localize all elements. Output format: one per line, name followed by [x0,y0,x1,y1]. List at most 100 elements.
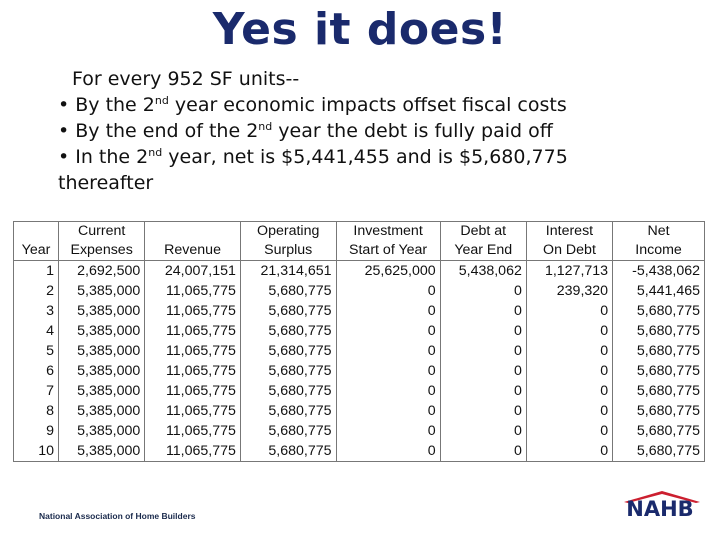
table-row: 10 5,385,000 11,065,775 5,680,775 0 0 0 5,680,7… [12,441,705,462]
table-cell: 24,007,151 [144,260,241,281]
table-cell: 21,314,651 [240,260,337,281]
table-cell: 25,625,000 [336,260,441,281]
table-cell: 5,680,775 [240,321,337,341]
table-cell: 5,680,775 [612,381,705,401]
column-header: Current [58,221,146,241]
table-cell: 0 [336,321,441,341]
table-header-row: Year Expenses Revenue Surplus Start of Y… [12,241,705,261]
table-cell: 5,680,775 [612,361,705,381]
table-cell: 5,385,000 [58,381,146,401]
table-body: 1 2,692,500 24,007,151 21,314,651 25,625,000… [12,260,705,462]
table-header-row: Current Operating Investment Debt at Int… [12,221,705,241]
roof-icon [624,491,700,503]
table-cell: 0 [440,281,527,301]
year-cell: 2 [12,281,60,301]
table-cell: 0 [440,381,527,401]
table-cell: 5,385,000 [58,421,146,441]
table-cell: 0 [440,401,527,421]
table-cell: 0 [526,381,614,401]
table-cell: 11,065,775 [144,361,241,381]
table-cell: 0 [336,441,441,462]
table-cell: 0 [526,421,614,441]
column-header: Start of Year [336,241,441,261]
table-cell: 5,680,775 [612,321,705,341]
table-cell: 0 [336,341,441,361]
bullet-text: • By the 2 [58,94,155,116]
ordinal-suffix: nd [154,94,169,107]
table-cell: 11,065,775 [144,421,241,441]
table-cell: 0 [526,441,614,462]
table-cell: 1,127,713 [526,260,614,281]
year-cell: 7 [12,381,60,401]
table-cell: 0 [440,301,527,321]
table-row: 6 5,385,000 11,065,775 5,680,775 0 0 0 5,680,77… [12,361,705,381]
table-cell: 5,385,000 [58,301,146,321]
table-cell: 0 [440,421,527,441]
table-cell: 0 [336,401,441,421]
table-cell: 0 [336,361,441,381]
table-cell: 5,385,000 [58,341,146,361]
table-cell: 0 [526,341,614,361]
table-cell: 0 [440,361,527,381]
slide-title: Yes it does! [212,4,508,55]
column-header: Year [12,241,60,261]
table-cell: 11,065,775 [144,281,241,301]
table-row: 9 5,385,000 11,065,775 5,680,775 0 0 0 5,680,77… [12,421,705,441]
year-cell: 4 [12,321,60,341]
table-cell: 0 [526,361,614,381]
table-cell: 11,065,775 [144,381,241,401]
column-header: Debt at [440,221,527,241]
year-cell: 6 [12,361,60,381]
year-cell: 10 [12,441,60,462]
column-header: Net [612,221,705,241]
year-cell: 1 [12,260,60,281]
ordinal-suffix: nd [258,120,273,133]
bullet-text: • By the end of the 2 [58,120,259,142]
table-cell: 11,065,775 [144,301,241,321]
column-header: Investment [336,221,441,241]
logo-text: NAHB [626,497,694,521]
intro-line: For every 952 SF units-- [72,68,300,90]
table-cell: 11,065,775 [144,321,241,341]
column-header: Operating [240,221,337,241]
table-cell: 5,680,775 [240,281,337,301]
column-header: Income [612,241,705,261]
table-cell: 11,065,775 [144,401,241,421]
table-cell: 5,385,000 [58,321,146,341]
table-cell: 5,680,775 [612,401,705,421]
table-cell: 0 [440,321,527,341]
table-cell: 0 [336,381,441,401]
table-cell: 5,385,000 [58,441,146,462]
bullet-text: • In the 2 [58,146,149,168]
table-cell: 0 [336,421,441,441]
table-cell: 0 [440,341,527,361]
table-cell: 5,680,775 [240,421,337,441]
table-cell: 0 [440,441,527,462]
column-header: Revenue [144,241,241,261]
year-cell: 8 [12,401,60,421]
table-cell: 0 [336,301,441,321]
footer-organization: National Association of Home Builders [39,511,196,521]
table-row: 3 5,385,000 11,065,775 5,680,775 0 0 0 5,680,77… [12,301,705,321]
column-header: Expenses [58,241,146,261]
table-cell: -5,438,062 [612,260,705,281]
table-cell: 0 [526,401,614,421]
table-cell: 239,320 [526,281,614,301]
bullet-continuation: thereafter [58,172,154,194]
column-header [12,221,60,241]
bullet-item: • By the end of the 2nd year the debt is… [58,118,708,144]
table-cell: 5,438,062 [440,260,527,281]
year-cell: 5 [12,341,60,361]
bullet-list: For every 952 SF units-- • By the 2nd ye… [58,66,708,196]
fiscal-table: Current Operating Investment Debt at Int… [12,221,705,462]
table-cell: 5,680,775 [612,441,705,462]
table-row: 1 2,692,500 24,007,151 21,314,651 25,625,000… [12,260,705,281]
nahb-logo [624,491,700,503]
table-cell: 5,680,775 [240,381,337,401]
table-cell: 5,680,775 [240,341,337,361]
column-header [144,221,241,241]
table-cell: 0 [526,321,614,341]
table-cell: 5,441,465 [612,281,705,301]
table-cell: 5,680,775 [612,301,705,321]
table-cell: 5,680,775 [240,301,337,321]
